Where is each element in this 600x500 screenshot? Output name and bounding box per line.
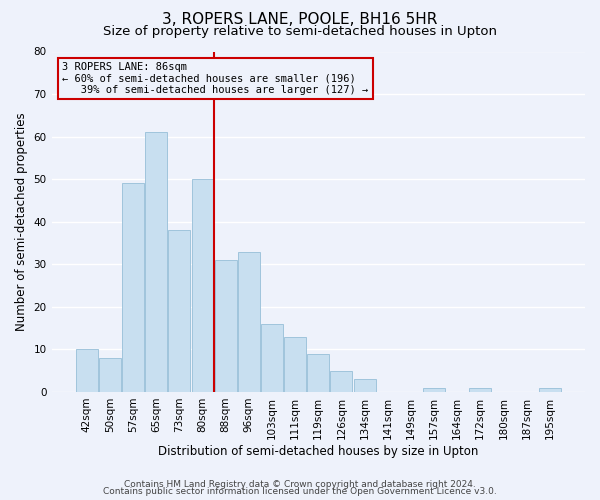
Bar (169, 230, 190, 392)
Text: Contains public sector information licensed under the Open Government Licence v3: Contains public sector information licen… (103, 487, 497, 496)
Bar (307, 354, 329, 392)
Bar (261, 324, 283, 392)
Bar (469, 388, 491, 392)
Bar (284, 336, 306, 392)
Bar (215, 260, 236, 392)
Bar (145, 132, 167, 392)
Y-axis label: Number of semi-detached properties: Number of semi-detached properties (15, 112, 28, 331)
Text: Size of property relative to semi-detached houses in Upton: Size of property relative to semi-detach… (103, 25, 497, 38)
Bar (122, 184, 144, 392)
Bar (76, 350, 98, 392)
Text: 3 ROPERS LANE: 86sqm
← 60% of semi-detached houses are smaller (196)
   39% of s: 3 ROPERS LANE: 86sqm ← 60% of semi-detac… (62, 62, 368, 95)
Bar (238, 252, 260, 392)
Bar (99, 358, 121, 392)
Text: Contains HM Land Registry data © Crown copyright and database right 2024.: Contains HM Land Registry data © Crown c… (124, 480, 476, 489)
X-axis label: Distribution of semi-detached houses by size in Upton: Distribution of semi-detached houses by … (158, 444, 478, 458)
Bar (331, 370, 352, 392)
Text: 3, ROPERS LANE, POOLE, BH16 5HR: 3, ROPERS LANE, POOLE, BH16 5HR (163, 12, 437, 28)
Bar (539, 388, 561, 392)
Bar (423, 388, 445, 392)
Bar (191, 179, 214, 392)
Bar (353, 379, 376, 392)
